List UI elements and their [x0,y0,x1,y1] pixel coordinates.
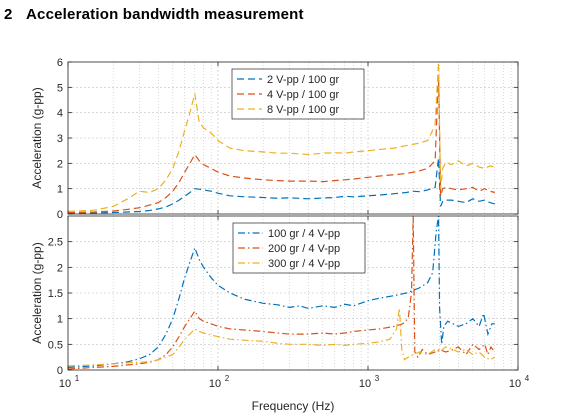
series-line-3 [67,308,496,367]
y-tick-label: 6 [57,57,63,69]
y-tick-label: 0 [57,209,63,221]
legend-entry: 8 V-pp / 100 gr [267,104,339,116]
y-axis-label: Acceleration (g-pp) [30,242,44,343]
x-tick-exponent: 1 [75,374,80,383]
section-heading: 2 Acceleration bandwidth measurement [4,6,304,23]
series-line-1 [67,158,495,215]
legend-entry: 4 V-pp / 100 gr [267,89,339,101]
y-tick-label: 0.5 [48,339,63,351]
series-line-1 [67,215,495,368]
y-tick-label: 1.5 [48,288,63,300]
x-tick-exponent: 2 [225,374,230,383]
y-tick-label: 0 [57,365,63,377]
series-line-3 [67,61,495,213]
y-tick-label: 2.5 [48,237,63,249]
legend-entry: 300 gr / 4 V-pp [268,258,340,270]
section-number: 2 [4,6,13,23]
x-tick-exponent: 3 [375,374,380,383]
x-tick-label: 10 [59,378,71,390]
plot-2: 0 0.5 1 1.5 2 2.5 10 1 10 2 10 3 10 4 Acceleration (g-… [30,215,530,413]
x-tick-exponent: 4 [525,374,530,383]
legend: 100 gr / 4 V-pp 200 gr / 4 V-pp 300 gr / 4… [232,222,366,274]
y-tick-label: 1 [57,314,63,326]
y-tick-label: 4 [57,108,63,120]
y-tick-label: 3 [57,133,63,145]
section-title: Acceleration bandwidth measurement [26,6,304,23]
x-tick-label: 10 [509,378,521,390]
y-tick-label: 5 [57,82,63,94]
y-axis-label: Acceleration (g-pp) [30,87,44,188]
legend: 2 V-pp / 100 gr 4 V-pp / 100 gr 8 V-pp / 1… [231,68,365,120]
plot-1: 0 1 2 3 4 5 6 Acceleration (g-pp) 2 V-pp / 100 g… [30,57,519,221]
x-tick-label: 10 [359,378,371,390]
x-axis-label: Frequency (Hz) [252,399,335,413]
legend-entry: 2 V-pp / 100 gr [267,74,339,86]
legend-entry: 200 gr / 4 V-pp [268,243,340,255]
y-tick-label: 2 [57,158,63,170]
y-tick-label: 1 [57,184,63,196]
series-line-2 [67,215,496,370]
x-tick-label: 10 [209,378,221,390]
series-line-2 [67,74,495,214]
y-tick-label: 2 [57,262,63,274]
legend-entry: 100 gr / 4 V-pp [268,228,340,240]
